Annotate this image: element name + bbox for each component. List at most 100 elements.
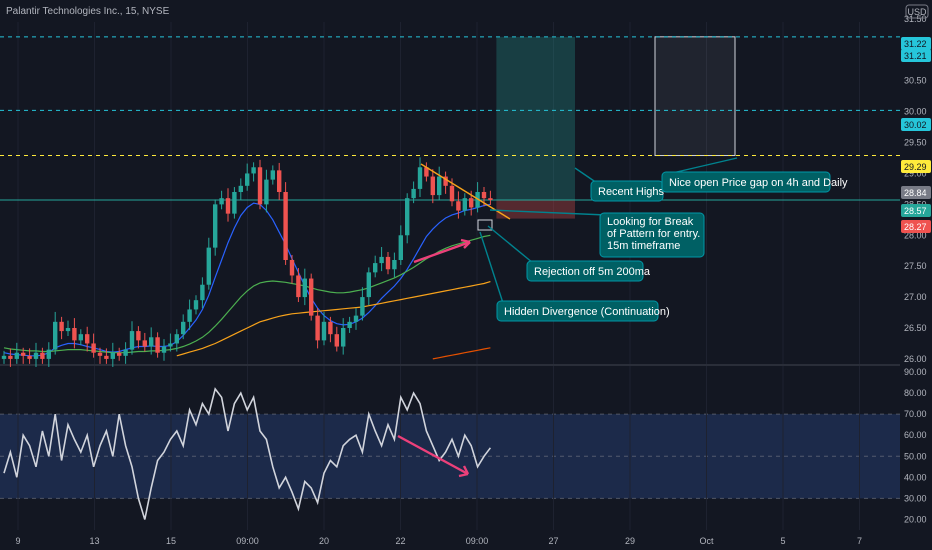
price-tick-label: 30.00 [904, 107, 927, 117]
candle [213, 204, 218, 248]
time-tick-label: 27 [548, 536, 558, 546]
time-tick-label: 9 [15, 536, 20, 546]
price-tick-label: 29.50 [904, 138, 927, 148]
time-tick-label: Oct [699, 536, 714, 546]
candle [270, 170, 275, 180]
callout-text: Hidden Divergence (Continuation) [504, 306, 670, 318]
candle [437, 176, 442, 196]
price-tag [901, 160, 931, 173]
price-tag [901, 186, 931, 199]
price-tick-label: 26.00 [904, 354, 927, 364]
grid [0, 22, 900, 530]
candle [245, 173, 250, 186]
candle [155, 337, 160, 353]
rsi-tick-label: 40.00 [904, 472, 927, 482]
candle [398, 235, 403, 260]
candle [168, 343, 173, 347]
price-tag [901, 220, 931, 233]
candle [59, 321, 64, 332]
candle [40, 352, 45, 359]
divergence-arrowhead [460, 238, 471, 249]
candle [53, 321, 58, 350]
price-axis[interactable]: 26.0026.5027.0027.5028.0028.5029.0029.50… [900, 0, 932, 550]
candle [129, 331, 135, 350]
candle [149, 337, 154, 347]
time-tick-label: 20 [319, 536, 329, 546]
divergence-arrowhead [458, 465, 470, 478]
candle [65, 328, 71, 332]
zones [496, 36, 736, 219]
candle [187, 309, 192, 322]
price-axis-bg [900, 0, 932, 550]
time-tick-label: 15 [166, 536, 176, 546]
candle [193, 300, 199, 310]
divergence-arrow-rsi [397, 434, 469, 476]
price-tag-label: 31.21 [904, 51, 927, 61]
candle [481, 192, 487, 199]
chart-title: Palantir Technologies Inc., 15, NYSE [6, 6, 170, 17]
callout-text: Nice open Price gap on 4h and Daily [669, 177, 848, 189]
candle [110, 352, 115, 359]
rsi-pane [0, 413, 900, 499]
price-tag-label: 30.02 [904, 120, 927, 130]
callout-pointer [487, 225, 534, 264]
rsi-tick-label: 80.00 [904, 388, 927, 398]
candle [302, 278, 307, 298]
candle [443, 176, 448, 186]
time-tick-label: 09:00 [466, 536, 489, 546]
candle [321, 321, 327, 341]
moving-average-line [176, 281, 491, 357]
candle [117, 352, 122, 356]
time-tick-label: 29 [625, 536, 635, 546]
moving-average-line [3, 234, 491, 354]
price-tick-label: 30.50 [904, 76, 927, 86]
candle [385, 256, 391, 270]
candle [309, 278, 314, 316]
currency-button[interactable] [905, 4, 929, 19]
candle [366, 272, 371, 298]
rsi-tick-label: 30.00 [904, 493, 927, 503]
divergence-arrow-price [413, 240, 471, 264]
target-zone [496, 36, 575, 201]
price-tick-label: 31.50 [904, 14, 927, 24]
candle [449, 185, 455, 202]
candle [353, 315, 359, 322]
callout-text: Looking for Break of Pattern for entry. 15… [607, 216, 700, 252]
moving-average-line [432, 347, 491, 360]
candle [27, 355, 32, 359]
price-tag-label: 28.57 [904, 206, 927, 216]
candle [225, 198, 231, 214]
candle [8, 355, 13, 359]
candle [277, 170, 282, 192]
time-tick-label: 7 [857, 536, 862, 546]
candle [238, 185, 243, 192]
candle [200, 284, 205, 301]
price-tag-label: 28.27 [904, 222, 927, 232]
candle [488, 198, 493, 201]
candle [78, 334, 83, 341]
candle [424, 167, 429, 177]
price-tag-label: 29.29 [904, 162, 927, 172]
candle [104, 355, 109, 359]
drawings [397, 163, 511, 478]
entry-box [477, 219, 493, 231]
candle [174, 334, 179, 344]
candle [430, 176, 435, 196]
moving-averages [3, 202, 491, 360]
candle [360, 297, 365, 316]
price-tick-label: 27.50 [904, 261, 927, 271]
annotations: Recent Highs Nice open Price gap on 4h an… [479, 157, 848, 322]
candles [1, 157, 493, 367]
rsi-tick-label: 70.00 [904, 409, 927, 419]
candle [373, 263, 378, 273]
candle [257, 167, 263, 205]
callout-pointer [667, 157, 738, 175]
callout-box [599, 212, 705, 258]
candle [232, 192, 237, 214]
callout-pointer [489, 209, 607, 216]
callout-text: Rejection off 5m 200ma [534, 266, 651, 278]
candle [411, 188, 416, 199]
candle [46, 349, 51, 359]
